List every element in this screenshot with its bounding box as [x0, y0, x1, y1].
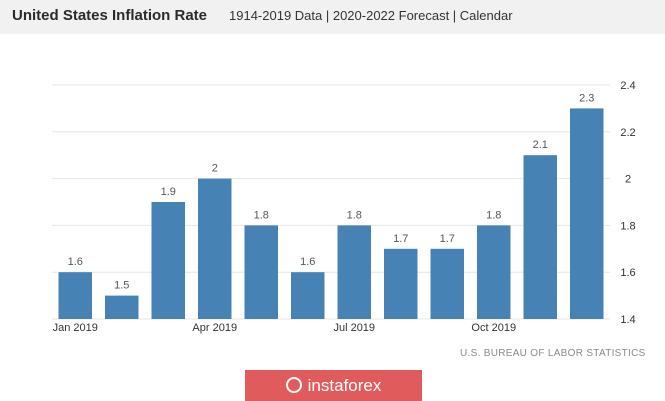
bar — [523, 155, 557, 319]
data-source-label: U.S. BUREAU OF LABOR STATISTICS — [460, 348, 646, 359]
bar-value-label: 1.9 — [161, 186, 176, 198]
bar — [58, 272, 92, 319]
bar-value-label: 1.8 — [486, 209, 501, 221]
y-tick-label: 2.4 — [620, 80, 635, 92]
x-tick-label: Jul 2019 — [333, 322, 375, 334]
bar-value-label: 1.7 — [440, 233, 455, 245]
x-tick-label: Oct 2019 — [471, 322, 516, 334]
bar-value-label: 1.5 — [114, 280, 129, 292]
bar-value-label: 1.7 — [393, 233, 408, 245]
bar — [337, 225, 371, 319]
y-tick-label: 1.8 — [620, 220, 635, 232]
y-tick-label: 2.2 — [620, 127, 635, 139]
instaforex-logo-icon — [285, 377, 302, 393]
bar-value-label: 1.6 — [68, 256, 83, 268]
chart-header: United States Inflation Rate 1914-2019 D… — [0, 0, 665, 34]
value-labels: 1.6 1.5 1.9 2 1.8 1.6 1.8 1.7 1.7 1.8 2.1 2.3 — [68, 92, 595, 291]
bar — [244, 225, 278, 319]
bar-value-label: 1.8 — [347, 209, 362, 221]
watermark-text: instaforex — [307, 376, 382, 395]
y-tick-label: 1.4 — [620, 314, 635, 326]
y-tick-label: 2 — [625, 174, 631, 186]
page-title: United States Inflation Rate — [12, 7, 208, 24]
bar — [151, 202, 185, 319]
bars — [58, 108, 604, 320]
bar — [384, 248, 418, 319]
y-tick-label: 1.6 — [620, 267, 635, 279]
bar — [105, 295, 139, 319]
bar — [430, 248, 464, 319]
grid-lines — [52, 84, 610, 320]
bar-value-label: 2.3 — [579, 92, 594, 104]
inflation-bar-chart: 1.61.51.921.81.61.81.7 1.71.82.12.3 1.41.… — [52, 80, 636, 334]
header-nav-links[interactable]: 1914-2019 Data | 2020-2022 Forecast | Ca… — [229, 8, 513, 23]
bar — [570, 108, 604, 320]
x-tick-label: Apr 2019 — [192, 322, 237, 334]
bar-value-label: 1.6 — [300, 256, 315, 268]
bar — [477, 225, 511, 319]
watermark-banner: instaforex — [245, 370, 422, 401]
x-axis-ticks: Jan 2019 Apr 2019 Jul 2019 Oct 2019 — [53, 322, 516, 334]
y-axis-ticks: 1.4 1.6 1.8 2 2.2 2.4 — [620, 80, 635, 326]
x-tick-label: Jan 2019 — [53, 322, 98, 334]
bar — [291, 272, 325, 319]
bar-value-label: 1.8 — [254, 209, 269, 221]
bar-value-label: 2.1 — [533, 139, 548, 151]
bar-value-label: 2 — [212, 163, 218, 175]
bar — [198, 178, 232, 319]
